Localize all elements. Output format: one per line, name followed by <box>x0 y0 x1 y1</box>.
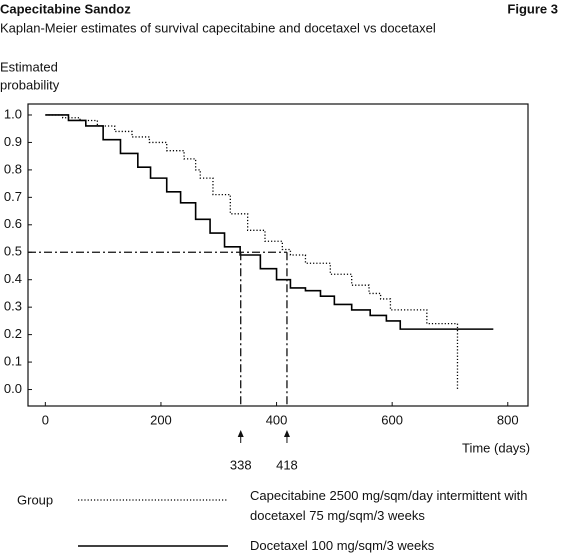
y-tick-label: 0.5 <box>4 244 22 259</box>
figure-label: Figure 3 <box>507 1 558 16</box>
y-tick-label: 0.8 <box>4 161 22 176</box>
y-axis-label: Estimated <box>0 59 58 74</box>
x-tick-label: 400 <box>266 412 288 427</box>
y-tick-label: 0.2 <box>4 326 22 341</box>
survival-curve <box>45 114 459 390</box>
page-title: Capecitabine Sandoz <box>0 1 131 16</box>
survival-curve <box>45 114 494 330</box>
y-tick-label: 0.7 <box>4 189 22 204</box>
y-tick-label: 0.4 <box>4 271 22 286</box>
plot-frame <box>27 103 529 407</box>
y-tick-label: 0.6 <box>4 216 22 231</box>
x-axis-label: Time (days) <box>462 440 530 455</box>
x-tick-label: 0 <box>42 412 49 427</box>
y-axis-label: probability <box>0 77 60 92</box>
x-tick-label: 600 <box>381 412 403 427</box>
median-label: 338 <box>230 457 252 472</box>
y-tick-label: 1.0 <box>4 106 22 121</box>
y-tick-label: 0.1 <box>4 354 22 369</box>
y-tick-label: 0.9 <box>4 134 22 149</box>
median-arrowhead <box>237 430 244 437</box>
x-tick-label: 800 <box>497 412 519 427</box>
legend-label: Capecitabine 2500 mg/sqm/day intermitten… <box>250 488 528 523</box>
y-tick-label: 0.3 <box>4 299 22 314</box>
y-tick-label: 0.0 <box>4 381 22 396</box>
chart-title: Kaplan-Meier estimates of survival capec… <box>0 20 436 35</box>
legend-title: Group <box>17 492 53 507</box>
median-label: 418 <box>276 457 298 472</box>
median-arrowhead <box>283 430 290 437</box>
legend-label: Docetaxel 100 mg/sqm/3 weeks <box>250 538 435 553</box>
x-tick-label: 200 <box>150 412 172 427</box>
